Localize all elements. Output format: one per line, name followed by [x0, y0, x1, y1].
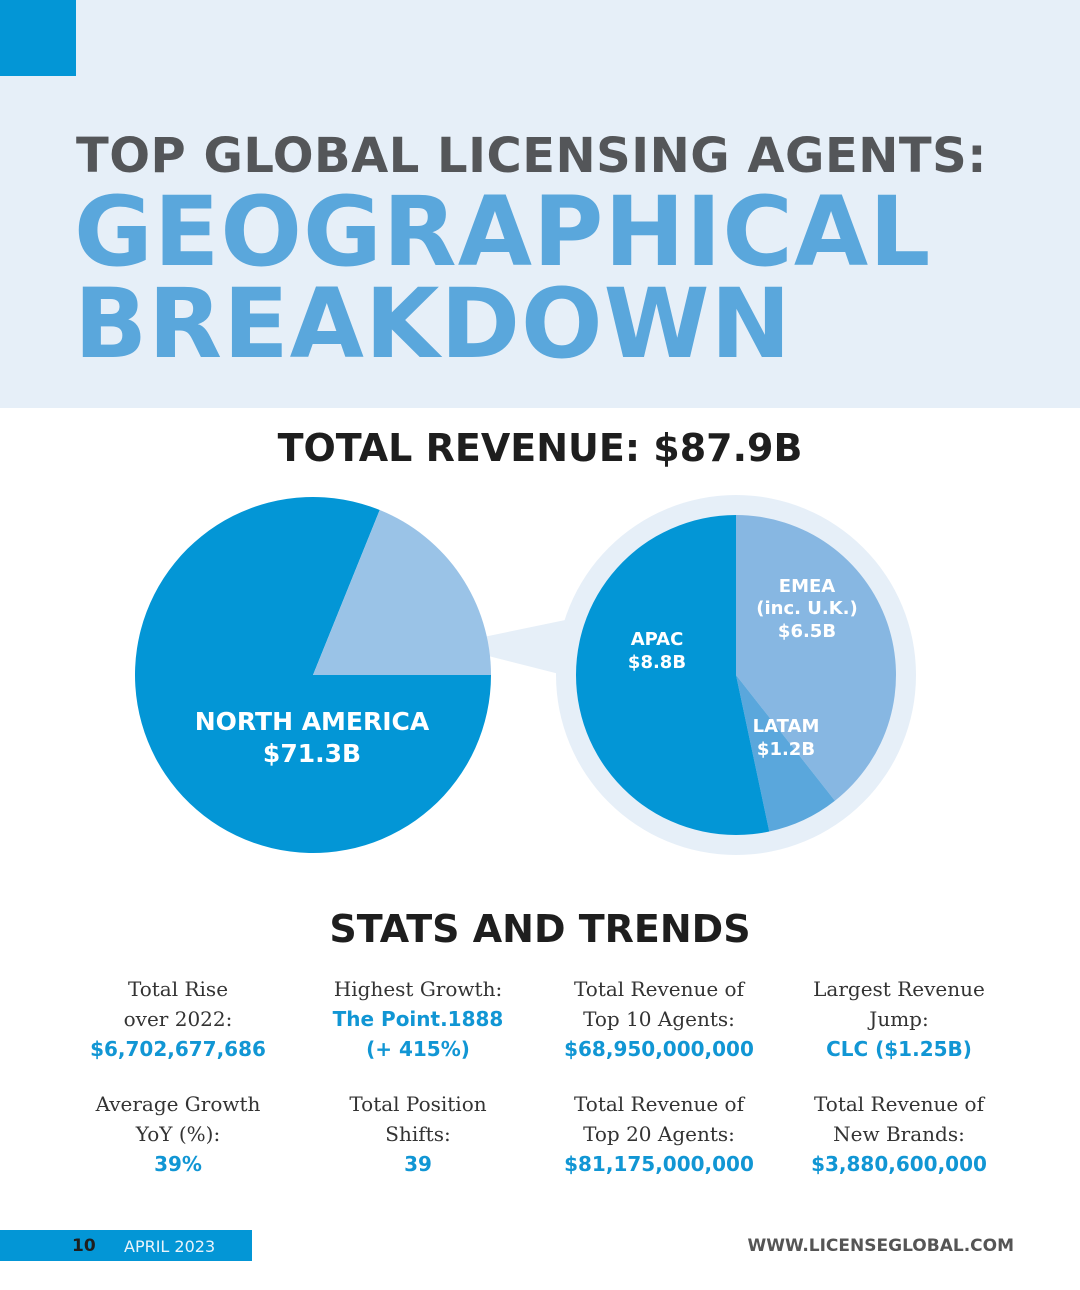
- pie-slice-other-regions: [313, 509, 491, 675]
- stat-label: Average Growth: [95, 1092, 261, 1116]
- apac-value: $8.8B: [628, 652, 686, 673]
- stat-item: Total Revenue of New Brands: $3,880,600,00…: [774, 1089, 1024, 1179]
- website-url[interactable]: WWW.LICENSEGLOBAL.COM: [747, 1236, 1014, 1256]
- stat-value: 39%: [154, 1152, 202, 1176]
- stat-label: Top 20 Agents:: [583, 1122, 735, 1146]
- issue-date: APRIL 2023: [124, 1237, 216, 1256]
- stat-value: $81,175,000,000: [564, 1152, 754, 1176]
- stat-value: 39: [404, 1152, 432, 1176]
- stat-label: Jump:: [869, 1007, 929, 1031]
- emea-value: $6.5B: [778, 621, 836, 642]
- stat-label: New Brands:: [833, 1122, 965, 1146]
- detail-pie: [575, 515, 897, 835]
- callout-connector: [445, 618, 575, 678]
- total-revenue-title: TOTAL REVENUE: $87.9B: [277, 426, 803, 470]
- stat-label: Highest Growth:: [333, 977, 503, 1001]
- stat-label: Total Revenue of: [574, 1092, 744, 1116]
- stat-value: The Point.1888: [332, 1007, 504, 1031]
- page-number: 10: [72, 1236, 96, 1256]
- latam-label: LATAM: [753, 716, 820, 737]
- stat-label: Total Position: [349, 1092, 487, 1116]
- stat-value: $3,880,600,000: [811, 1152, 987, 1176]
- north-america-value: $71.3B: [263, 739, 361, 768]
- stat-value: CLC ($1.25B): [826, 1037, 972, 1061]
- pie-slice-emea: [736, 515, 897, 801]
- stat-label: Shifts:: [385, 1122, 451, 1146]
- stat-item: Highest Growth: The Point.1888 (+ 415%): [293, 974, 543, 1064]
- stat-label: Total Rise: [127, 977, 229, 1001]
- stat-item: Total Position Shifts: 39: [293, 1089, 543, 1179]
- stat-label: YoY (%):: [135, 1122, 221, 1146]
- title-line-1: TOP GLOBAL LICENSING AGENTS:: [76, 128, 987, 184]
- stat-item: Average Growth YoY (%): 39%: [53, 1089, 303, 1179]
- stat-item: Total Revenue of Top 10 Agents: $68,950,00…: [534, 974, 784, 1064]
- stat-item: Total Revenue of Top 20 Agents: $81,175,00…: [534, 1089, 784, 1179]
- title-line-3: BREAKDOWN: [74, 268, 792, 380]
- stat-label: Total Revenue of: [574, 977, 744, 1001]
- north-america-label: NORTH AMERICA: [195, 707, 430, 736]
- pie-charts: NORTH AMERICA $71.3B EMEA (inc. U.K.) $6…: [135, 495, 916, 855]
- pie-slice-apac: [575, 515, 770, 835]
- stat-label: Total Revenue of: [814, 1092, 984, 1116]
- pie-slice-latam: [736, 675, 835, 832]
- stat-item: Total Rise over 2022: $6,702,677,686: [53, 974, 303, 1064]
- main-pie: [135, 497, 492, 853]
- stat-item: Largest Revenue Jump: CLC ($1.25B): [774, 974, 1024, 1064]
- footer-bar: [0, 1230, 252, 1261]
- stat-value: $6,702,677,686: [90, 1037, 266, 1061]
- emea-sublabel: (inc. U.K.): [756, 598, 857, 619]
- title-line-2: GEOGRAPHICAL: [74, 176, 932, 288]
- stat-value: (+ 415%): [366, 1037, 470, 1061]
- stat-label: over 2022:: [123, 1007, 233, 1031]
- corner-accent: [0, 0, 76, 76]
- emea-label: EMEA: [779, 576, 836, 597]
- stat-label: Top 10 Agents:: [583, 1007, 735, 1031]
- title-main: GEOGRAPHICAL BREAKDOWN: [74, 176, 932, 380]
- stat-value: $68,950,000,000: [564, 1037, 754, 1061]
- stat-label: Largest Revenue: [813, 977, 985, 1001]
- apac-label: APAC: [631, 629, 684, 650]
- header-banner: TOP GLOBAL LICENSING AGENTS: GEOGRAPHICA…: [0, 0, 1080, 408]
- latam-value: $1.2B: [757, 739, 815, 760]
- stats-title: STATS AND TRENDS: [329, 907, 751, 951]
